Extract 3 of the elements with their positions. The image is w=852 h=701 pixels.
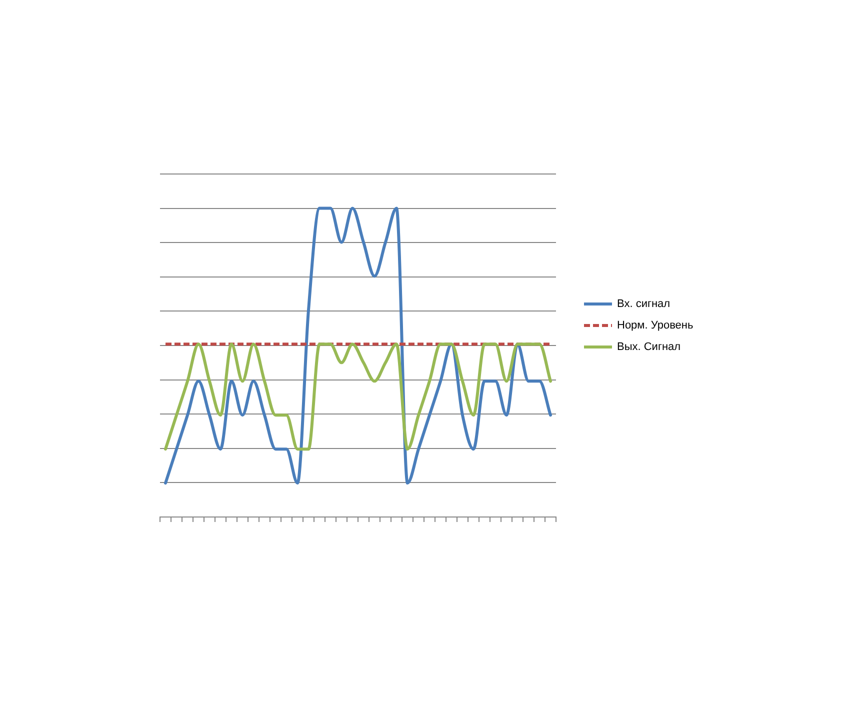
legend-label: Норм. Уровень — [617, 320, 694, 332]
legend-label: Вых. Сигнал — [617, 341, 681, 354]
legend-label: Вх. сигнал — [617, 298, 670, 310]
